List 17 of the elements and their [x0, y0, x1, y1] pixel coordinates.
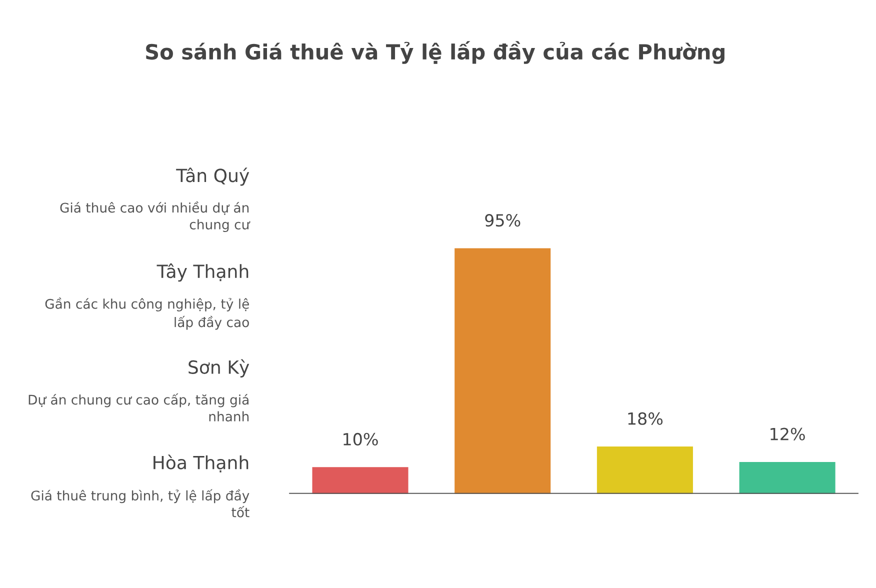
data-label: 12%	[770, 428, 805, 440]
text: Giá thuê trung bình, tỷ lệ lấp đầy tốt	[31, 489, 250, 518]
bar	[312, 467, 408, 494]
text: Tân Quý	[176, 168, 250, 186]
bar	[739, 462, 836, 494]
data-label: 10%	[344, 432, 378, 446]
bar	[596, 446, 693, 494]
chart-title: So sánh Giá thuê và Tỷ lệ lấp đầy của các Phường	[146, 41, 724, 64]
text: Giá thuê cao với nhiều dự án chung cư	[60, 201, 250, 232]
text: Gần các khu công nghiệp, tỷ lệ lấp đầy cao	[45, 298, 249, 330]
data-label: 95%	[485, 214, 520, 227]
bar	[454, 248, 551, 494]
text: Sơn Kỳ	[188, 359, 250, 378]
text: Hòa Thạnh	[154, 454, 248, 472]
text: Tây Thạnh	[156, 263, 248, 282]
data-label: 18%	[628, 412, 663, 425]
text: Dự án chung cư cao cấp, tăng giá nhanh	[28, 393, 249, 422]
